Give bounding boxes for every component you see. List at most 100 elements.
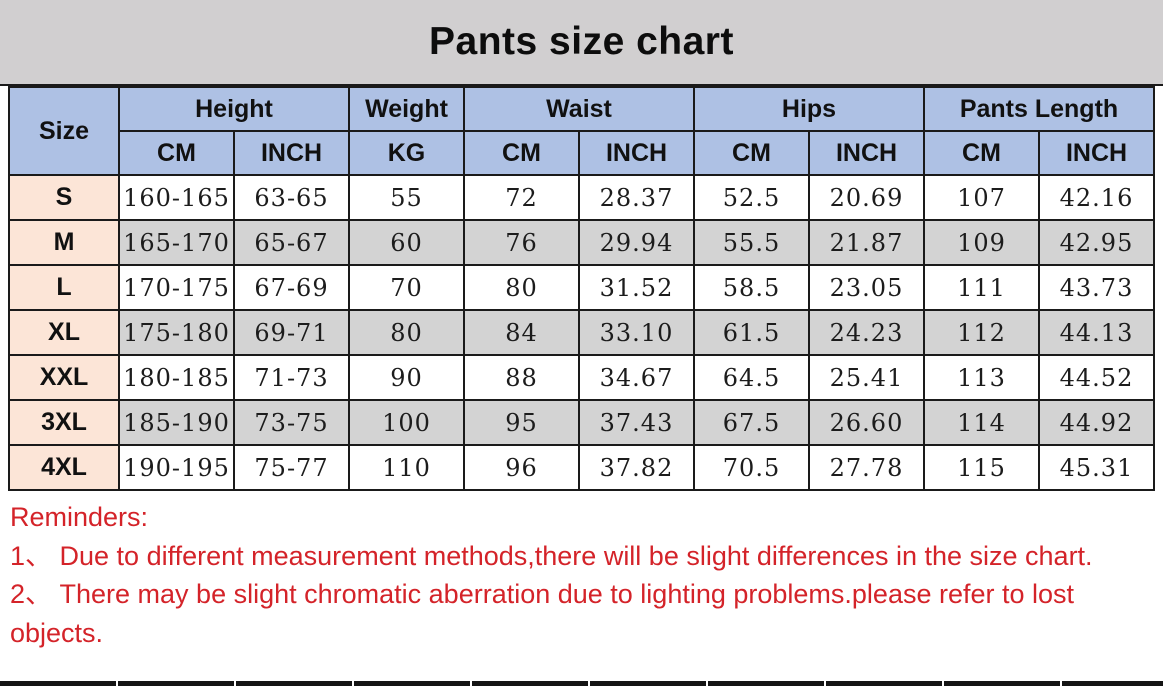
value-cell: 25.41 — [808, 354, 925, 401]
value-cell: 185-190 — [118, 399, 235, 446]
value-cell: 165-170 — [118, 219, 235, 266]
value-cell: 95 — [463, 399, 580, 446]
value-cell: 67.5 — [693, 399, 810, 446]
value-cell: 29.94 — [578, 219, 695, 266]
table-body: S 160-165 63-65 55 72 28.37 52.5 20.69 107 42.16 M… — [8, 174, 1155, 491]
value-cell: 114 — [923, 399, 1040, 446]
title-bar: Pants size chart — [0, 0, 1163, 86]
size-cell: 3XL — [8, 399, 120, 446]
table-row: XL 175-180 69-71 80 84 33.10 61.5 24.23 112 44.13 — [8, 309, 1155, 356]
value-cell: 65-67 — [233, 219, 350, 266]
cropped-next-table-edge — [0, 681, 1163, 686]
unit-header-waist-cm: CM — [463, 130, 580, 176]
value-cell: 42.16 — [1038, 174, 1155, 221]
value-cell: 88 — [463, 354, 580, 401]
reminder-item-1: 1、 Due to different measurement methods,… — [10, 540, 1093, 571]
value-cell: 63-65 — [233, 174, 350, 221]
reminder-item-2: 2、 There may be slight chromatic aberrat… — [10, 579, 1075, 648]
group-header-row: Size Height Weight Waist Hips Pants Leng… — [8, 86, 1155, 176]
value-cell: 58.5 — [693, 264, 810, 311]
value-cell: 44.52 — [1038, 354, 1155, 401]
size-cell: M — [8, 219, 120, 266]
size-cell: XL — [8, 309, 120, 356]
value-cell: 31.52 — [578, 264, 695, 311]
value-cell: 27.78 — [808, 444, 925, 491]
value-cell: 20.69 — [808, 174, 925, 221]
value-cell: 80 — [463, 264, 580, 311]
reminders-section: Reminders: 1、 Due to different measureme… — [0, 491, 1163, 652]
value-cell: 55 — [348, 174, 465, 221]
unit-header-hips-cm: CM — [693, 130, 810, 176]
value-cell: 75-77 — [233, 444, 350, 491]
value-cell: 110 — [348, 444, 465, 491]
value-cell: 180-185 — [118, 354, 235, 401]
group-header-pants-length: Pants Length — [923, 86, 1155, 132]
table-row: L 170-175 67-69 70 80 31.52 58.5 23.05 111 43.73 — [8, 264, 1155, 311]
size-table: Size Height Weight Waist Hips Pants Leng… — [8, 86, 1155, 491]
value-cell: 175-180 — [118, 309, 235, 356]
value-cell: 100 — [348, 399, 465, 446]
value-cell: 52.5 — [693, 174, 810, 221]
value-cell: 34.67 — [578, 354, 695, 401]
table-row: M 165-170 65-67 60 76 29.94 55.5 21.87 109 42.95 — [8, 219, 1155, 266]
value-cell: 33.10 — [578, 309, 695, 356]
table-header: Size Height Weight Waist Hips Pants Leng… — [8, 86, 1155, 176]
size-cell: 4XL — [8, 444, 120, 491]
unit-header-pants-length-inch: INCH — [1038, 130, 1155, 176]
value-cell: 43.73 — [1038, 264, 1155, 311]
value-cell: 37.43 — [578, 399, 695, 446]
value-cell: 23.05 — [808, 264, 925, 311]
value-cell: 76 — [463, 219, 580, 266]
page-title: Pants size chart — [429, 20, 734, 63]
value-cell: 160-165 — [118, 174, 235, 221]
unit-header-row: CM INCH KG CM INCH CM INCH CM INCH — [9, 130, 1155, 176]
value-cell: 44.13 — [1038, 309, 1155, 356]
value-cell: 69-71 — [233, 309, 350, 356]
size-cell: S — [8, 174, 120, 221]
value-cell: 45.31 — [1038, 444, 1155, 491]
value-cell: 24.23 — [808, 309, 925, 356]
value-cell: 107 — [923, 174, 1040, 221]
table-row: S 160-165 63-65 55 72 28.37 52.5 20.69 107 42.16 — [8, 174, 1155, 221]
value-cell: 21.87 — [808, 219, 925, 266]
column-header-size: Size — [8, 86, 120, 176]
value-cell: 67-69 — [233, 264, 350, 311]
value-cell: 42.95 — [1038, 219, 1155, 266]
table-row: 4XL 190-195 75-77 110 96 37.82 70.5 27.78 115 45.… — [8, 444, 1155, 491]
size-table-container: Size Height Weight Waist Hips Pants Leng… — [0, 86, 1163, 491]
value-cell: 72 — [463, 174, 580, 221]
unit-header-hips-inch: INCH — [808, 130, 925, 176]
value-cell: 80 — [348, 309, 465, 356]
unit-header-pants-length-cm: CM — [923, 130, 1040, 176]
value-cell: 170-175 — [118, 264, 235, 311]
value-cell: 109 — [923, 219, 1040, 266]
value-cell: 70 — [348, 264, 465, 311]
unit-header-height-cm: CM — [118, 130, 235, 176]
value-cell: 190-195 — [118, 444, 235, 491]
group-header-hips: Hips — [693, 86, 925, 132]
value-cell: 113 — [923, 354, 1040, 401]
value-cell: 61.5 — [693, 309, 810, 356]
value-cell: 26.60 — [808, 399, 925, 446]
reminders-heading: Reminders: — [10, 502, 149, 532]
value-cell: 28.37 — [578, 174, 695, 221]
group-header-waist: Waist — [463, 86, 695, 132]
value-cell: 44.92 — [1038, 399, 1155, 446]
size-cell: XXL — [8, 354, 120, 401]
table-row: 3XL 185-190 73-75 100 95 37.43 67.5 26.60 114 44.… — [8, 399, 1155, 446]
value-cell: 115 — [923, 444, 1040, 491]
group-header-weight: Weight — [348, 86, 465, 132]
value-cell: 70.5 — [693, 444, 810, 491]
value-cell: 73-75 — [233, 399, 350, 446]
value-cell: 90 — [348, 354, 465, 401]
unit-header-weight-kg: KG — [348, 130, 465, 176]
value-cell: 55.5 — [693, 219, 810, 266]
value-cell: 111 — [923, 264, 1040, 311]
unit-header-waist-inch: INCH — [578, 130, 695, 176]
value-cell: 71-73 — [233, 354, 350, 401]
size-cell: L — [8, 264, 120, 311]
value-cell: 64.5 — [693, 354, 810, 401]
table-row: XXL 180-185 71-73 90 88 34.67 64.5 25.41 113 44.5… — [8, 354, 1155, 401]
value-cell: 84 — [463, 309, 580, 356]
unit-header-height-inch: INCH — [233, 130, 350, 176]
